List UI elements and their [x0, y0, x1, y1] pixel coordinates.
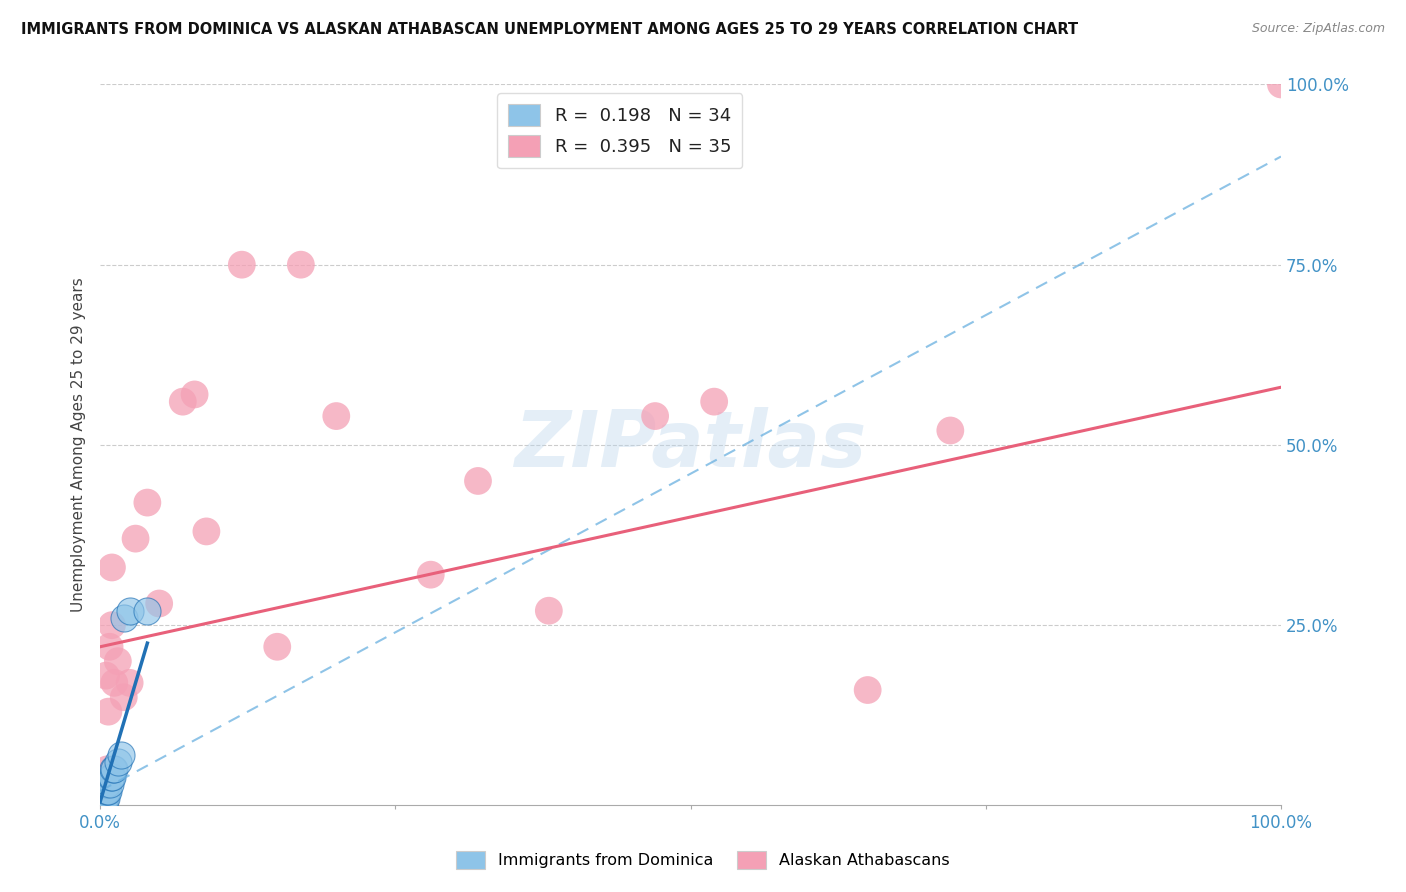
Point	[94, 668, 117, 682]
Point	[467, 474, 489, 488]
Point	[856, 683, 879, 698]
Point	[172, 394, 194, 409]
Point	[90, 798, 112, 813]
Point	[644, 409, 666, 423]
Point	[89, 798, 111, 813]
Point	[103, 675, 125, 690]
Point	[90, 798, 112, 813]
Point	[90, 798, 112, 813]
Point	[1270, 78, 1292, 92]
Point	[94, 784, 117, 798]
Point	[89, 791, 111, 805]
Point	[89, 798, 111, 813]
Point	[91, 791, 114, 805]
Point	[93, 798, 115, 813]
Legend: R =  0.198   N = 34, R =  0.395   N = 35: R = 0.198 N = 34, R = 0.395 N = 35	[498, 94, 742, 169]
Point	[101, 560, 124, 574]
Y-axis label: Unemployment Among Ages 25 to 29 years: Unemployment Among Ages 25 to 29 years	[72, 277, 86, 612]
Point	[537, 604, 560, 618]
Point	[110, 747, 132, 762]
Point	[93, 784, 115, 798]
Point	[90, 777, 112, 791]
Point	[124, 532, 146, 546]
Point	[94, 798, 117, 813]
Point	[148, 597, 170, 611]
Point	[290, 258, 312, 272]
Point	[103, 762, 125, 776]
Point	[94, 791, 117, 805]
Point	[93, 791, 115, 805]
Point	[97, 705, 120, 719]
Point	[93, 798, 115, 813]
Point	[97, 784, 120, 798]
Point	[101, 762, 124, 776]
Point	[91, 798, 114, 813]
Point	[89, 798, 111, 813]
Point	[94, 777, 117, 791]
Point	[112, 690, 135, 705]
Point	[136, 604, 159, 618]
Point	[118, 604, 141, 618]
Point	[266, 640, 288, 654]
Point	[96, 777, 118, 791]
Point	[96, 784, 118, 798]
Point	[89, 798, 111, 813]
Text: Source: ZipAtlas.com: Source: ZipAtlas.com	[1251, 22, 1385, 36]
Point	[118, 675, 141, 690]
Point	[231, 258, 253, 272]
Point	[195, 524, 218, 539]
Text: IMMIGRANTS FROM DOMINICA VS ALASKAN ATHABASCAN UNEMPLOYMENT AMONG AGES 25 TO 29 : IMMIGRANTS FROM DOMINICA VS ALASKAN ATHA…	[21, 22, 1078, 37]
Point	[98, 640, 121, 654]
Point	[107, 755, 129, 769]
Point	[100, 770, 122, 784]
Point	[89, 798, 111, 813]
Point	[90, 784, 112, 798]
Text: ZIPatlas: ZIPatlas	[515, 407, 866, 483]
Point	[96, 762, 118, 776]
Point	[107, 654, 129, 668]
Point	[98, 777, 121, 791]
Legend: Immigrants from Dominica, Alaskan Athabascans: Immigrants from Dominica, Alaskan Athaba…	[450, 845, 956, 875]
Point	[136, 495, 159, 509]
Point	[939, 424, 962, 438]
Point	[101, 770, 124, 784]
Point	[112, 611, 135, 625]
Point	[94, 791, 117, 805]
Point	[419, 567, 441, 582]
Point	[89, 791, 111, 805]
Point	[325, 409, 347, 423]
Point	[101, 618, 124, 632]
Point	[703, 394, 725, 409]
Point	[94, 770, 117, 784]
Point	[91, 798, 114, 813]
Point	[91, 784, 114, 798]
Point	[183, 387, 205, 401]
Point	[89, 798, 111, 813]
Point	[90, 791, 112, 805]
